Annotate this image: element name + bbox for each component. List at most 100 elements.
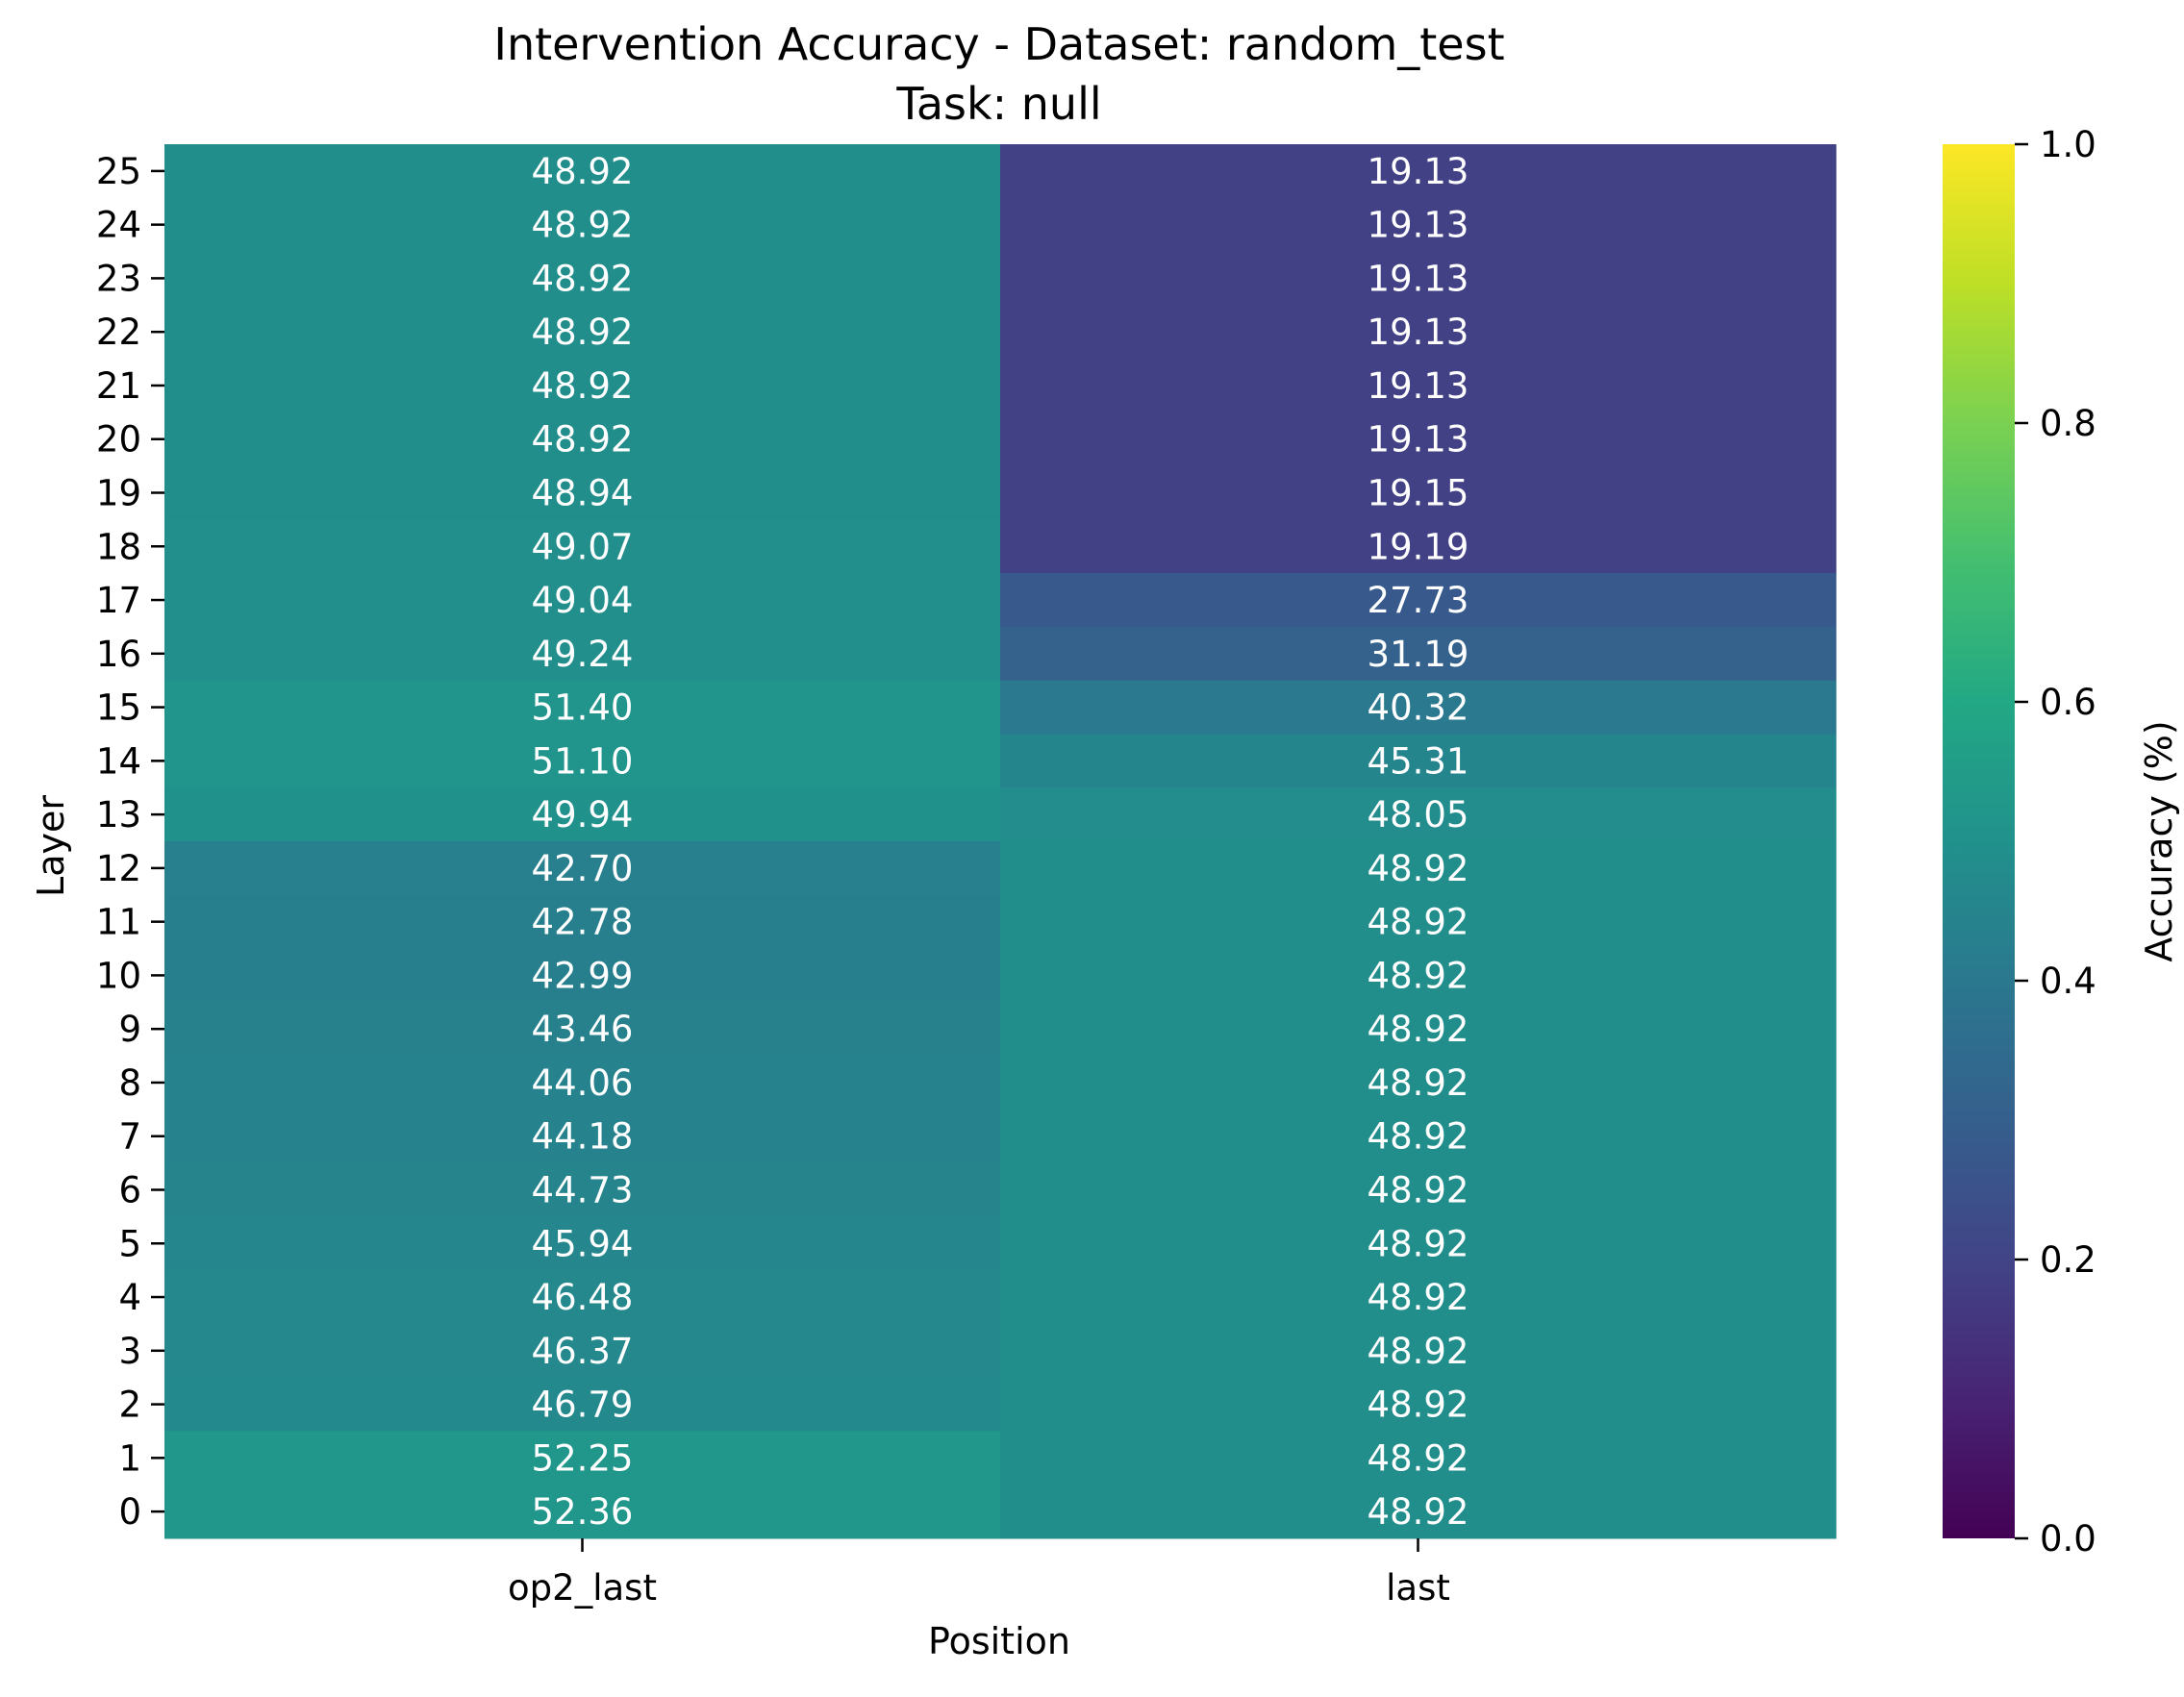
y-tick-label: 25 [96,151,141,192]
cell-value-label: 19.13 [1368,419,1469,461]
heatmap-cell [1000,1323,1837,1379]
colorbar-tick-label: 0.0 [2040,1518,2096,1560]
y-tick-label: 16 [96,634,141,675]
y-tick-label: 10 [96,955,141,996]
y-tick-label: 8 [118,1062,141,1104]
heatmap-cell [1000,412,1837,467]
heatmap-cell [164,197,1001,253]
y-tick-label: 3 [118,1331,141,1372]
cell-value-label: 48.92 [532,365,634,407]
cell-value-label: 27.73 [1368,580,1469,621]
cell-value-label: 19.13 [1368,205,1469,246]
heatmap-cell [164,1002,1001,1057]
y-tick-label: 19 [96,473,141,514]
cell-value-label: 49.04 [532,580,634,621]
cell-value-label: 19.15 [1368,473,1469,514]
heatmap-cell [1000,519,1837,574]
chart-subtitle: Task: null [895,78,1101,130]
cell-value-label: 48.92 [1368,1491,1469,1533]
y-tick-label: 5 [118,1223,141,1264]
heatmap-cell [1000,251,1837,306]
heatmap-cell [1000,1162,1837,1217]
heatmap-cell [1000,787,1837,842]
y-tick-label: 4 [118,1277,141,1318]
heatmap-cell [1000,573,1837,628]
heatmap-cell [1000,948,1837,1003]
y-axis-ticks: 2524232221201918171615141312111098765432… [96,151,164,1533]
colorbar-label: Accuracy (%) [2138,720,2180,961]
colorbar-ticks: 0.0 0.2 0.4 0.6 0.8 1.0 [2015,124,2096,1560]
y-tick-label: 20 [96,419,141,461]
cell-value-label: 48.92 [1368,1331,1469,1372]
heatmap-cell [164,626,1001,682]
cell-value-label: 43.46 [532,1009,634,1050]
heatmap-cell [164,144,1001,199]
cell-value-label: 19.13 [1368,258,1469,299]
heatmap-cell [1000,1431,1837,1485]
cell-value-label: 48.92 [1368,1223,1469,1264]
heatmap-cell [164,734,1001,788]
cell-value-label: 48.92 [532,419,634,461]
heatmap-cell [1000,359,1837,413]
cell-value-label: 51.10 [532,740,634,782]
y-tick-label: 1 [118,1437,141,1479]
cell-value-label: 46.48 [532,1277,634,1318]
heatmap-cell [164,1216,1001,1271]
cell-value-label: 31.19 [1368,634,1469,675]
y-tick-label: 11 [96,902,141,943]
cell-value-label: 48.92 [532,312,634,353]
heatmap-cell [1000,1216,1837,1271]
heatmap-cell [1000,680,1837,735]
y-tick-label: 21 [96,365,141,407]
cell-value-label: 48.92 [532,151,634,192]
heatmap-cell [164,1431,1001,1485]
colorbar-tick-label: 0.2 [2040,1239,2096,1281]
y-axis-label: Layer [30,795,72,897]
cell-value-label: 44.73 [532,1170,634,1211]
y-tick-label: 22 [96,312,141,353]
cell-value-label: 48.94 [532,473,634,514]
y-tick-label: 15 [96,687,141,729]
heatmap-cell [1000,197,1837,253]
cell-value-label: 48.92 [1368,1062,1469,1104]
heatmap-cell [164,1485,1001,1539]
cell-value-label: 19.13 [1368,312,1469,353]
heatmap-cell [1000,1056,1837,1111]
heatmap-cell [164,1270,1001,1325]
y-tick-label: 18 [96,526,141,567]
cell-value-label: 40.32 [1368,687,1469,729]
cell-value-label: 48.92 [1368,1170,1469,1211]
cell-value-label: 48.92 [1368,955,1469,996]
heatmap-cell [164,305,1001,360]
cell-value-label: 48.92 [1368,1437,1469,1479]
y-tick-label: 6 [118,1170,141,1211]
x-axis-ticks: op2_last last [508,1538,1450,1609]
cell-value-label: 42.99 [532,955,634,996]
cell-value-label: 52.25 [532,1437,634,1479]
heatmap-cell [164,1162,1001,1217]
heatmap-cell [1000,144,1837,199]
heatmap-cells: 48.92 19.13 48.92 19.13 48.92 19.13 48.92 19.13… [164,144,1837,1539]
heatmap-cell [1000,1270,1837,1325]
y-tick-label: 17 [96,580,141,621]
y-tick-label: 7 [118,1116,141,1158]
heatmap-cell [164,1056,1001,1111]
cell-value-label: 49.07 [532,526,634,567]
cell-value-label: 51.40 [532,687,634,729]
cell-value-label: 45.94 [532,1223,634,1264]
heatmap-cell [164,1109,1001,1164]
cell-value-label: 46.37 [532,1331,634,1372]
y-tick-label: 13 [96,794,141,836]
cell-value-label: 44.18 [532,1116,634,1158]
heatmap-cell [164,680,1001,735]
heatmap-cell [164,412,1001,467]
heatmap-cell [164,573,1001,628]
colorbar-tick-label: 0.6 [2040,682,2096,723]
cell-value-label: 19.13 [1368,365,1469,407]
heatmap-cell [1000,734,1837,788]
heatmap-cell [1000,1377,1837,1432]
cell-value-label: 48.05 [1368,794,1469,836]
heatmap-cell [1000,1109,1837,1164]
